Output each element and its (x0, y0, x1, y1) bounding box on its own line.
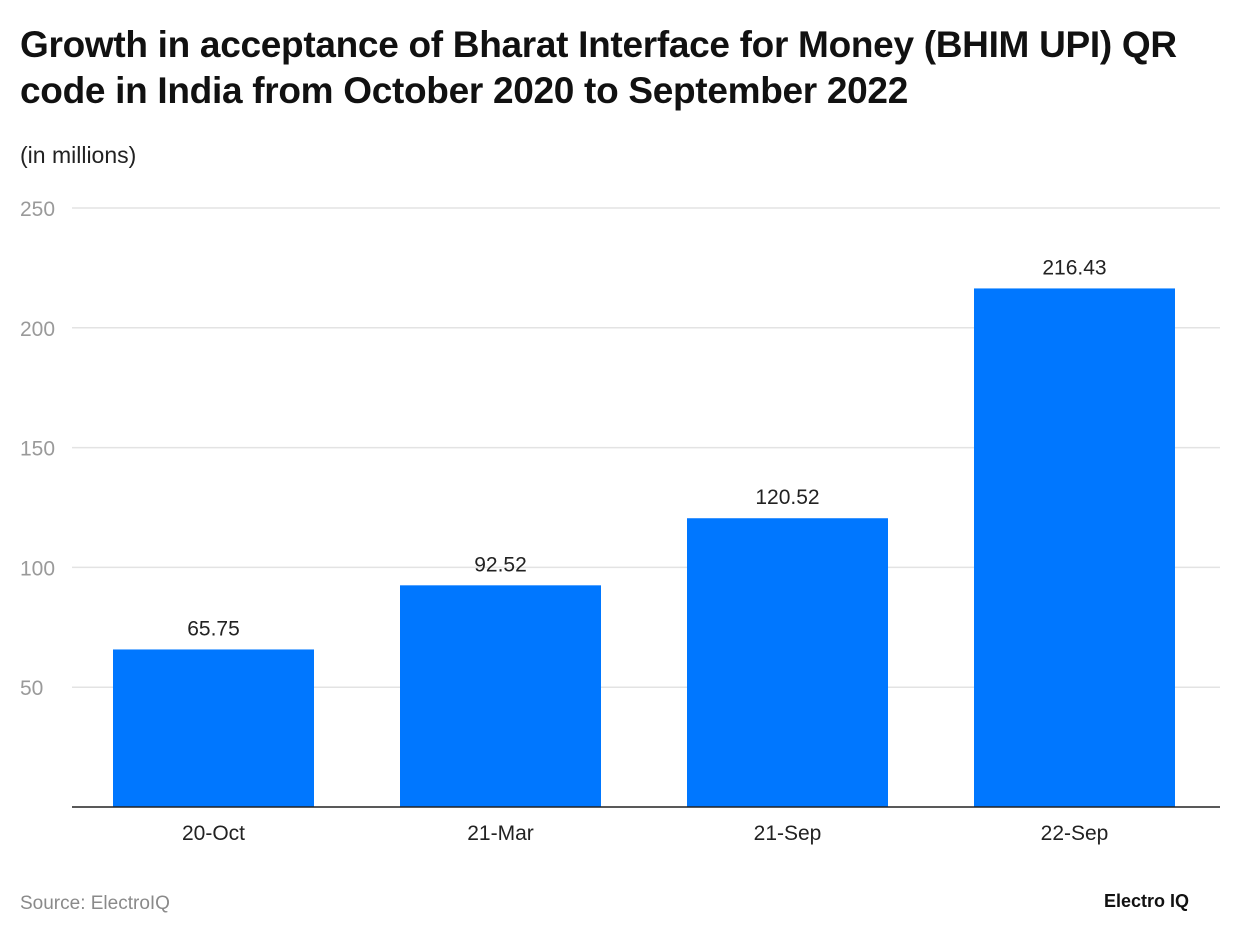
data-label: 120.52 (755, 486, 819, 509)
x-tick-label: 21-Sep (754, 822, 822, 845)
data-label: 216.43 (1042, 256, 1106, 279)
y-tick-label: 150 (20, 438, 55, 461)
y-tick-label: 200 (20, 318, 55, 341)
y-tick-label: 100 (20, 557, 55, 580)
source-note: Source: ElectroIQ (20, 893, 170, 914)
x-tick-label: 20-Oct (182, 822, 245, 845)
bar (113, 649, 314, 807)
x-tick-label: 22-Sep (1041, 822, 1109, 845)
chart-title: Growth in acceptance of Bharat Interface… (20, 24, 1177, 111)
bar (400, 585, 601, 807)
bar (974, 288, 1175, 807)
data-label: 65.75 (187, 617, 240, 640)
y-tick-label: 250 (20, 198, 55, 221)
bar (687, 518, 888, 807)
y-tick-label: 50 (20, 677, 43, 700)
data-label: 92.52 (474, 553, 527, 576)
electroiq-logo: Electro IQ (1104, 891, 1190, 911)
x-tick-label: 21-Mar (467, 822, 534, 845)
chart-subtitle: (in millions) (20, 142, 137, 168)
